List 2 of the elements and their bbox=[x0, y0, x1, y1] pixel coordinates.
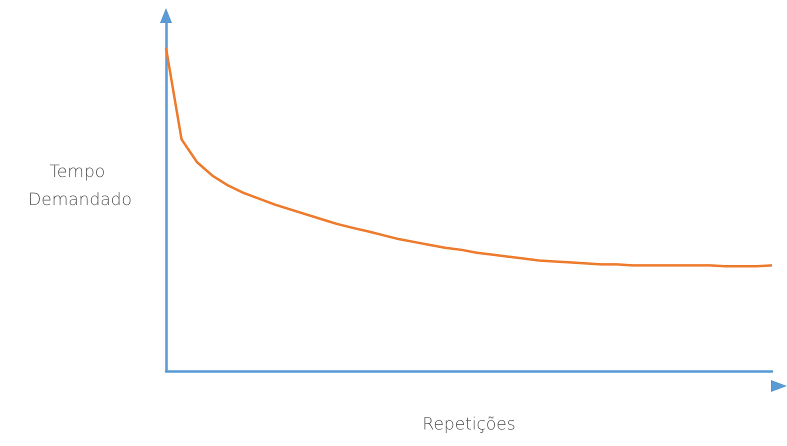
y-axis-title: Tempo Demandado bbox=[28, 162, 132, 210]
x-axis-title: Repetições bbox=[422, 414, 516, 434]
